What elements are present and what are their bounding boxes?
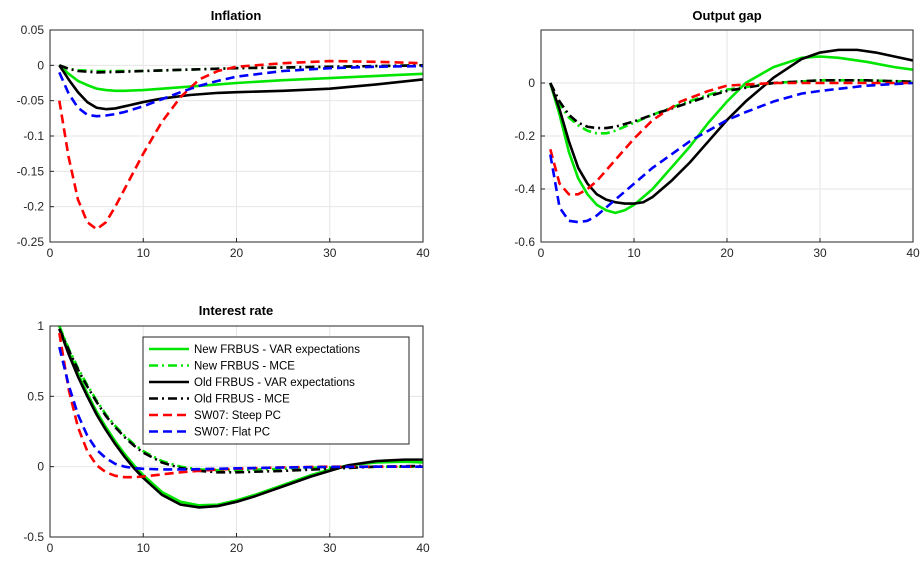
output-gap-x-tick-label: 0	[538, 246, 545, 260]
legend-label-old-frbus-var-expectations: Old FRBUS - VAR expectations	[194, 377, 355, 389]
interest-rate-series-old-frbus-mce	[58, 328, 423, 474]
inflation-y-tick-label: -0.1	[23, 129, 44, 143]
output-gap-series-new-frbus-var-expectations	[549, 55, 913, 215]
interest-rate-series-sw07-flat-pc	[58, 346, 423, 471]
output-gap-axes-box	[540, 29, 914, 243]
legend-label-sw07-steep-pc: SW07: Steep PC	[194, 410, 281, 422]
inflation-series-old-frbus-var-expectations	[58, 64, 423, 111]
inflation-x-tick-label: 10	[137, 246, 151, 260]
interest-rate-y-tick-label: 1	[37, 319, 44, 333]
interest-rate-x-tick-label: 0	[47, 541, 54, 555]
output-gap-y-tick-label: -0.2	[514, 129, 535, 143]
output-gap-x-tick-label: 40	[906, 246, 920, 260]
legend-label-sw07-flat-pc: SW07: Flat PC	[194, 427, 270, 439]
inflation-y-tick-label: 0	[37, 58, 44, 72]
interest-rate-x-tick-label: 40	[416, 541, 430, 555]
inflation-series-new-frbus-var-expectations	[58, 64, 423, 93]
inflation-x-tick-label: 30	[323, 246, 337, 260]
output-gap-y-tick-label: -0.6	[514, 235, 535, 249]
output-gap-series-sw07-flat-pc	[549, 81, 913, 224]
output-gap-y-tick-label: -0.4	[514, 182, 535, 196]
inflation-x-tick-label: 0	[47, 246, 54, 260]
inflation-x-tick-label: 20	[230, 246, 244, 260]
output-gap-x-tick-label: 10	[627, 246, 641, 260]
interest-rate-title: Interest rate	[199, 303, 273, 318]
inflation-y-tick-label: -0.05	[17, 94, 45, 108]
output-gap-panel: Output gap 0 10 20 30 40 0 -0.2 -0.4 -0.6	[514, 8, 920, 260]
interest-rate-y-tick-label: 0	[37, 460, 44, 474]
inflation-axes-box	[49, 29, 424, 243]
inflation-y-tick-label: -0.15	[17, 164, 45, 178]
interest-rate-y-tick-label: -0.5	[23, 530, 44, 544]
inflation-panel: Inflation 0 10 20 30 40 0.05 0 -0.05 -0.1 -0.15 -0…	[17, 8, 430, 260]
output-gap-y-tick-label: 0	[528, 76, 535, 90]
interest-rate-y-tick-label: 0.5	[27, 389, 44, 403]
inflation-x-tick-label: 40	[416, 246, 430, 260]
inflation-title: Inflation	[211, 8, 262, 23]
interest-rate-axes-box	[49, 325, 424, 538]
legend	[142, 336, 410, 445]
output-gap-title: Output gap	[692, 8, 761, 23]
output-gap-series-sw07-steep-pc	[549, 81, 913, 196]
interest-rate-x-tick-label: 20	[230, 541, 244, 555]
legend-label-old-frbus-mce: Old FRBUS - MCE	[194, 394, 290, 406]
inflation-y-tick-label: -0.2	[23, 200, 44, 214]
interest-rate-x-tick-label: 10	[137, 541, 151, 555]
output-gap-series-old-frbus-var-expectations	[549, 48, 913, 205]
interest-rate-x-tick-label: 30	[323, 541, 337, 555]
output-gap-x-tick-label: 30	[813, 246, 827, 260]
inflation-series-sw07-steep-pc	[58, 59, 423, 231]
inflation-series-sw07-flat-pc	[58, 64, 423, 118]
legend-label-new-frbus-mce: New FRBUS - MCE	[194, 361, 295, 373]
legend-label-new-frbus-var-expectations: New FRBUS - VAR expectations	[194, 344, 360, 356]
inflation-y-tick-label: -0.25	[17, 235, 45, 249]
inflation-y-tick-label: 0.05	[21, 23, 45, 37]
output-gap-x-tick-label: 20	[720, 246, 734, 260]
